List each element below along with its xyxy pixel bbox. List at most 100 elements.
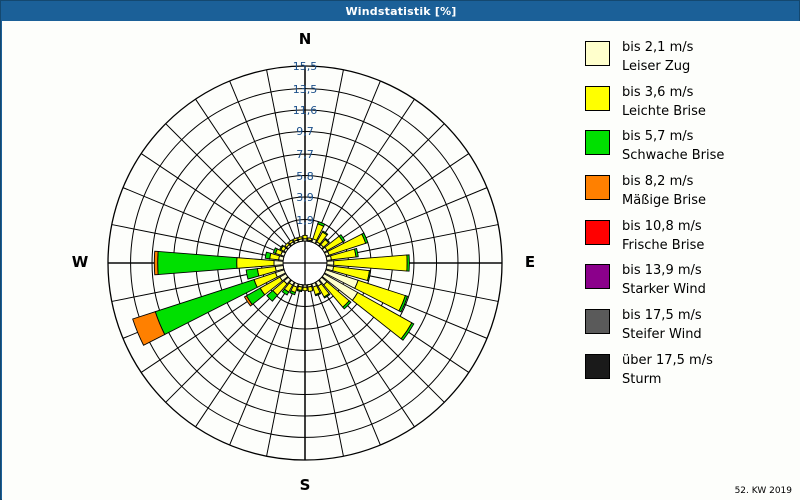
legend-swatch [585, 353, 610, 379]
wind-petal-segment [264, 251, 272, 260]
legend-label: bis 5,7 m/s Schwache Brise [622, 128, 724, 166]
wind-petal-segment [338, 234, 346, 243]
wind-petal-segment [236, 257, 275, 269]
legend-item: bis 10,8 m/s Frische Brise [585, 218, 800, 256]
legend-label: bis 3,6 m/s Leichte Brise [622, 84, 706, 122]
legend-swatch [585, 41, 610, 66]
legend-name: Frische Brise [622, 237, 705, 253]
wind-petal-segment [317, 221, 326, 227]
wind-petal-segment [326, 260, 335, 266]
grid-spoke [165, 278, 290, 403]
legend-speed: bis 8,2 m/s [622, 174, 694, 190]
radial-tick-label: 9,7 [296, 125, 314, 139]
wind-petal-segment [153, 250, 159, 276]
grid-spoke [229, 80, 298, 243]
grid-spoke [266, 284, 302, 457]
radial-tick-label: 15,5 [292, 60, 318, 73]
wind-petal-segment [284, 242, 290, 248]
wind-petal-segment [132, 311, 166, 346]
wind-petal-segment [243, 295, 253, 307]
legend-speed: bis 2,1 m/s [622, 40, 694, 55]
wind-petal-segment [289, 290, 296, 296]
legend-speed: bis 13,9 m/s [622, 263, 702, 279]
legend-item: bis 2,1 m/s Leiser Zug [585, 39, 800, 77]
legend-item: bis 17,5 m/s Steifer Wind [585, 307, 800, 345]
wind-petal-segment [292, 237, 299, 242]
wind-petal-segment [245, 268, 260, 280]
legend-name: Leiser Zug [622, 58, 691, 74]
wind-petal-segment [366, 270, 372, 282]
radial-tick-label: 1,9 [296, 213, 314, 227]
legend-label: bis 8,2 m/s Mäßige Brise [622, 173, 706, 211]
legend-item: über 17,5 m/s Sturm [585, 352, 800, 390]
radial-tick-label: 13,5 [292, 82, 318, 96]
legend-name: Leichte Brise [622, 103, 706, 119]
grid-spoke [111, 224, 284, 260]
wind-petal-segment [302, 286, 308, 292]
wind-petal-segment [307, 285, 314, 293]
wind-petal-segment [272, 247, 278, 254]
grid-spoke [195, 98, 294, 245]
wind-petal-segment [406, 254, 410, 272]
legend-swatch [585, 175, 610, 201]
legend-speed: bis 10,8 m/s [622, 218, 702, 234]
legend-label: über 17,5 m/s Sturm [622, 352, 713, 390]
wind-petal-segment [307, 237, 313, 242]
legend-name: Schwache Brise [622, 148, 725, 164]
legend-label: bis 10,8 m/s Frische Brise [622, 218, 704, 256]
grid-spoke [140, 153, 287, 252]
legend-swatch [585, 309, 610, 335]
grid-spoke [229, 283, 298, 446]
legend-item: bis 5,7 m/s Schwache Brise [585, 128, 800, 166]
window-title-bar: Windstatistik [%] [1, 1, 800, 21]
legend-item: bis 8,2 m/s Mäßige Brise [585, 173, 800, 211]
wind-petal-segment [398, 295, 409, 313]
wind-petal-segment [400, 322, 415, 341]
wind-petal-segment [287, 239, 294, 245]
wind-petal-segment [353, 247, 359, 258]
radial-tick-label: 5,8 [296, 169, 314, 183]
wind-petal-segment [302, 234, 308, 240]
grid-spoke [308, 69, 344, 242]
legend-swatch [585, 85, 610, 111]
wind-petal-segment [314, 292, 322, 297]
wind-petal-segment [281, 288, 290, 296]
wind-petal-segment [321, 230, 329, 236]
legend-item: bis 3,6 m/s Leichte Brise [585, 84, 800, 122]
legend-name: Starker Wind [622, 282, 706, 298]
grid-spoke [165, 123, 290, 248]
legend-speed: bis 3,6 m/s [622, 84, 694, 100]
wind-petal-segment [323, 292, 331, 299]
legend-item: bis 13,9 m/s Starker Wind [585, 262, 800, 300]
legend-label: bis 17,5 m/s Steifer Wind [622, 307, 702, 345]
grid-spoke [316, 281, 415, 428]
grid-spoke [312, 80, 381, 243]
wind-petal-segment [361, 232, 369, 244]
legend-name: Steifer Wind [622, 326, 702, 342]
compass-label-west: W [71, 253, 89, 271]
window-title: Windstatistik [%] [345, 4, 457, 18]
windrose-svg [107, 65, 503, 461]
windrose-plot: N E S W 1,9 3,9 5,8 7,7 9,7 11,6 13,5 15,5 [2, 21, 577, 500]
radial-tick-label: 7,7 [296, 148, 314, 162]
wind-petal-segment [342, 300, 352, 310]
wind-petal-segment [296, 289, 303, 293]
legend-label: bis 13,9 m/s Starker Wind [622, 262, 706, 300]
wind-petal-segment [273, 260, 284, 266]
radial-tick-label: 3,9 [296, 190, 314, 204]
grid-spoke [316, 98, 415, 245]
chart-canvas: N E S W 1,9 3,9 5,8 7,7 9,7 11,6 13,5 15,5 bis … [2, 21, 800, 500]
wind-petals [132, 221, 415, 346]
footer-period: 52. KW 2019 [734, 486, 792, 496]
legend-speed: bis 17,5 m/s [622, 308, 702, 324]
wind-petal-segment [266, 289, 279, 302]
compass-label-south: S [299, 476, 311, 494]
legend-swatch [585, 264, 610, 290]
grid-spoke [266, 69, 302, 242]
wind-petal-segment [279, 244, 284, 251]
legend-name: Sturm [622, 371, 662, 387]
legend-swatch [585, 219, 610, 245]
wind-petal-segment [157, 250, 238, 276]
compass-label-east: E [524, 253, 536, 271]
